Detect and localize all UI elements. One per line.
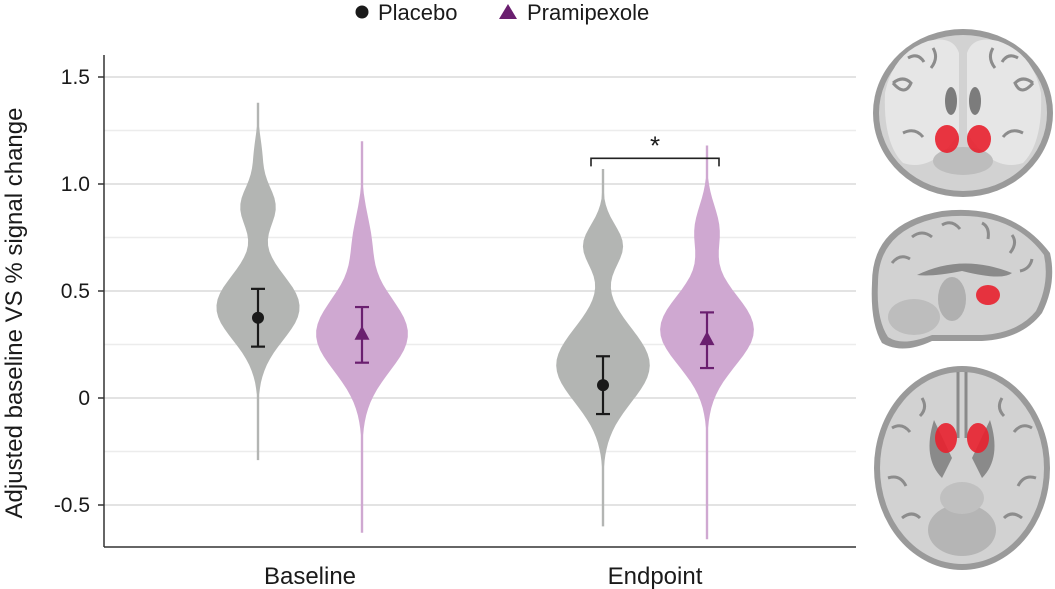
axial-brain-image xyxy=(874,366,1050,570)
x-category-label-endpoint: Endpoint xyxy=(608,563,703,589)
axial-vs-right-highlight xyxy=(967,423,989,453)
y-tick-label-4: -0.5 xyxy=(54,494,90,517)
y-tick-label-0: 1.5 xyxy=(61,66,90,89)
mean-marker-pramipexole-baseline xyxy=(354,325,370,340)
violin-placebo-endpoint xyxy=(556,169,650,527)
mean-marker-placebo-baseline xyxy=(252,311,264,324)
axes: 1.5 1.0 0.5 0 -0.5 Baseline Endpoint xyxy=(54,55,856,589)
y-tick-label-2: 0.5 xyxy=(61,280,90,303)
brain-images xyxy=(871,29,1053,570)
coronal-vs-right-highlight xyxy=(967,125,991,153)
y-axis-title: Adjusted baseline VS % signal change xyxy=(1,108,28,519)
mean-marker-placebo-endpoint xyxy=(597,379,609,392)
x-category-label-baseline: Baseline xyxy=(264,563,356,589)
legend-placebo-label: Placebo xyxy=(378,0,458,25)
coronal-brain-image xyxy=(873,29,1053,197)
significance-bracket-0 xyxy=(590,157,720,167)
sagittal-vs-highlight xyxy=(976,285,1000,305)
significance-annotation: * xyxy=(590,130,720,167)
violins xyxy=(216,102,754,540)
gridlines xyxy=(104,76,856,506)
significance-star-0: * xyxy=(650,130,660,160)
legend-pramipexole-marker xyxy=(499,4,517,19)
legend-pramipexole-label: Pramipexole xyxy=(527,0,649,25)
legend: Placebo Pramipexole xyxy=(355,0,649,25)
violin-placebo-baseline xyxy=(216,102,300,461)
y-tick-label-3: 0 xyxy=(78,387,90,410)
legend-placebo-marker xyxy=(355,5,369,19)
y-tick-label-1: 1.0 xyxy=(61,173,90,196)
error-bars xyxy=(251,287,715,416)
mean-marker-pramipexole-endpoint xyxy=(699,331,715,346)
axial-vs-left-highlight xyxy=(935,423,957,453)
coronal-vs-left-highlight xyxy=(935,125,959,153)
sagittal-brain-image xyxy=(871,209,1053,349)
